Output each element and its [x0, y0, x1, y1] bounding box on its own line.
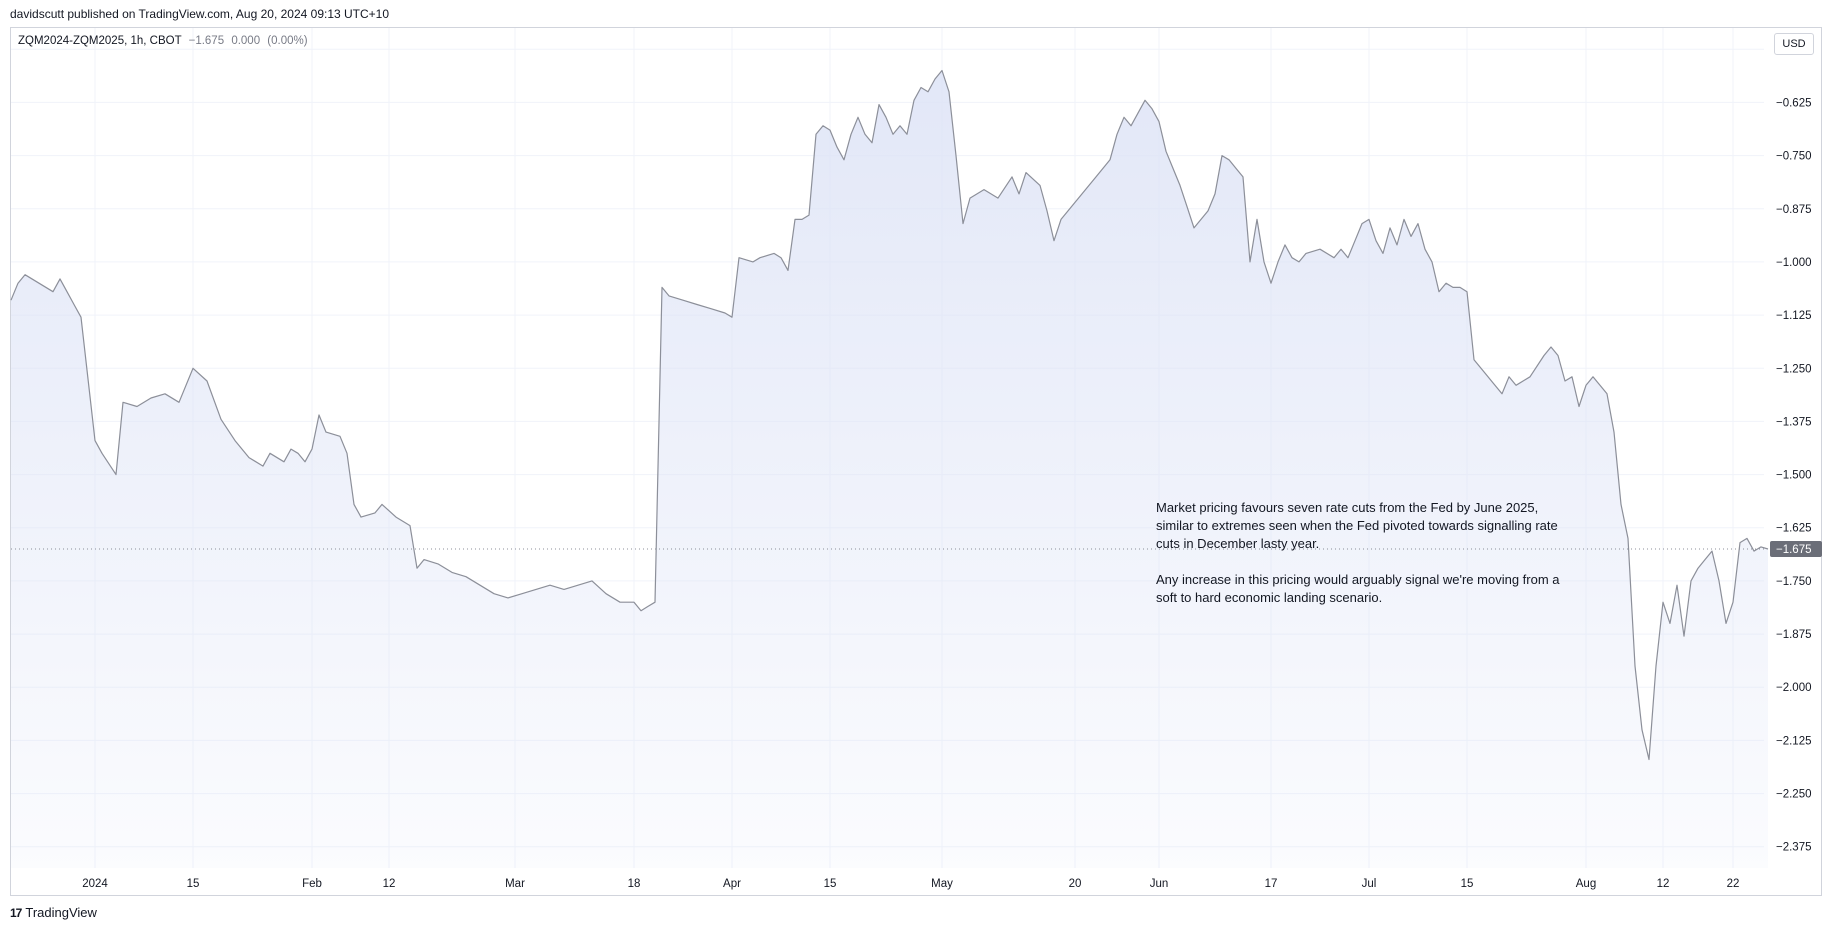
x-tick-label: 20	[1069, 878, 1082, 890]
y-tick-label: −1.625	[1776, 523, 1812, 535]
y-tick-label: −1.250	[1776, 363, 1812, 375]
x-tick-label: 15	[187, 878, 200, 890]
x-tick-label: Jul	[1362, 878, 1377, 890]
legend-last-value: −1.675	[188, 35, 225, 47]
x-tick-label: 12	[383, 878, 396, 890]
publish-line: davidscutt published on TradingView.com,…	[10, 7, 390, 21]
x-tick-label: 17	[1265, 878, 1278, 890]
y-tick-label: −1.750	[1776, 576, 1812, 588]
series-line[interactable]	[10, 69, 1769, 761]
y-tick-label: −2.000	[1776, 682, 1812, 694]
x-tick-label: 15	[824, 878, 837, 890]
x-tick-label: Mar	[505, 878, 525, 890]
x-axis[interactable]: 2024 15 Feb 12 Mar 18 Apr 15 May 20 Jun 17 Jul 15 Aug 1…	[82, 878, 1739, 890]
tradingview-logo-icon: 17	[10, 905, 22, 920]
x-tick-label: May	[931, 878, 953, 890]
last-price-badge	[1770, 541, 1822, 558]
symbol-legend: ZQM2024-ZQM2025, 1h, CBOT −1.675 0.000 (…	[18, 35, 308, 47]
y-tick-label: −2.250	[1776, 789, 1812, 801]
y-tick-label: −1.375	[1776, 416, 1812, 428]
y-tick-label: −0.625	[1776, 97, 1812, 109]
x-tick-label: 15	[1461, 878, 1474, 890]
x-tick-label: Jun	[1150, 878, 1169, 890]
y-tick-label: −2.375	[1776, 842, 1812, 854]
tradingview-branding[interactable]: 17 TradingView	[10, 905, 97, 920]
y-tick-label: −1.125	[1776, 310, 1812, 322]
annotation-paragraph-1: Market pricing favours seven rate cuts f…	[1156, 500, 1558, 551]
y-tick-label: −1.875	[1776, 629, 1812, 641]
x-tick-label: 22	[1727, 878, 1740, 890]
x-tick-label: 2024	[82, 878, 108, 890]
chart-annotation: Market pricing favours seven rate cuts f…	[1156, 499, 1576, 625]
legend-change-pct: (0.00%)	[267, 35, 308, 47]
y-tick-label: −0.875	[1776, 204, 1812, 216]
last-price-label: −1.675	[11, 541, 1822, 558]
x-tick-label: 18	[628, 878, 641, 890]
annotation-paragraph-2: Any increase in this pricing would argua…	[1156, 572, 1560, 605]
legend-symbol: ZQM2024-ZQM2025, 1h, CBOT	[18, 35, 182, 47]
x-tick-label: Aug	[1576, 878, 1596, 890]
x-tick-label: Feb	[302, 878, 322, 890]
y-axis[interactable]: −0.500−0.625−0.750−0.875−1.000−1.125−1.2…	[1776, 44, 1812, 853]
legend-change: 0.000	[231, 35, 261, 47]
y-tick-label: −1.000	[1776, 257, 1812, 269]
area-layer	[10, 69, 1769, 868]
currency-button[interactable]: USD	[1774, 33, 1814, 55]
series-area-fill	[11, 70, 1768, 868]
y-tick-label: −1.500	[1776, 470, 1812, 482]
last-price-text: −1.675	[1776, 544, 1812, 556]
tradingview-name: TradingView	[25, 905, 97, 920]
x-tick-label: Apr	[723, 878, 741, 890]
y-tick-label: −0.750	[1776, 151, 1812, 163]
y-tick-label: −2.125	[1776, 735, 1812, 747]
chart-frame	[10, 27, 1822, 896]
x-tick-label: 12	[1657, 878, 1670, 890]
